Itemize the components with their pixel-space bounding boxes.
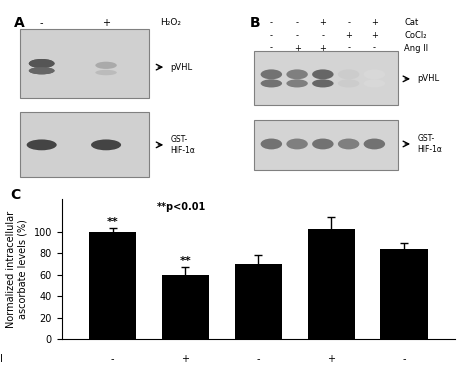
Text: H₂O₂: H₂O₂ [160,18,181,27]
Text: -: - [270,18,273,27]
Text: +: + [345,31,352,40]
Ellipse shape [338,138,359,149]
Bar [308,230,355,339]
Text: -: - [373,44,376,53]
Ellipse shape [286,79,308,87]
Ellipse shape [95,70,117,75]
Text: GST-
HIF-1α: GST- HIF-1α [417,134,442,154]
Text: -: - [402,354,406,364]
Text: +: + [294,44,301,53]
Text: +: + [327,354,335,364]
Text: +: + [319,44,326,53]
Ellipse shape [95,62,117,69]
Ellipse shape [286,69,308,79]
Ellipse shape [312,79,334,87]
Ellipse shape [29,59,55,68]
Text: -: - [270,44,273,53]
Text: Ang II: Ang II [404,44,428,53]
Ellipse shape [312,69,334,79]
Text: -: - [347,18,350,27]
Ellipse shape [29,67,55,75]
Ellipse shape [27,139,57,150]
Text: **p<0.01: **p<0.01 [156,202,206,212]
Ellipse shape [261,69,282,79]
Text: **: ** [180,256,191,266]
Ellipse shape [261,79,282,87]
Text: CoCl₂: CoCl₂ [404,31,427,40]
Ellipse shape [364,138,385,149]
Ellipse shape [364,69,385,79]
Text: GST-
HIF-1α: GST- HIF-1α [171,135,195,155]
Ellipse shape [338,69,359,79]
Text: C: C [10,188,21,202]
Text: +: + [182,354,190,364]
Text: -: - [296,18,299,27]
Ellipse shape [91,139,121,150]
Text: +: + [371,18,378,27]
Text: -: - [347,44,350,53]
FancyBboxPatch shape [20,112,149,177]
Bar [380,249,428,339]
Y-axis label: Normalized intracellular
ascorbate levels (%): Normalized intracellular ascorbate level… [6,211,28,328]
Text: -: - [40,18,44,28]
Ellipse shape [29,67,55,75]
FancyBboxPatch shape [254,51,398,105]
Text: B: B [250,17,261,31]
FancyBboxPatch shape [20,29,149,98]
Text: +: + [319,18,326,27]
Text: A: A [14,17,25,31]
Text: **: ** [107,217,118,227]
Text: Ang II: Ang II [0,354,3,364]
Bar [89,232,137,339]
Text: -: - [296,31,299,40]
Text: -: - [111,354,114,364]
Text: +: + [102,18,110,28]
FancyBboxPatch shape [254,120,398,170]
Text: -: - [256,354,260,364]
Ellipse shape [29,59,55,68]
Ellipse shape [312,138,334,149]
Text: -: - [270,31,273,40]
Text: -: - [321,31,324,40]
Ellipse shape [261,138,282,149]
Text: +: + [371,31,378,40]
Text: Cat: Cat [404,18,419,27]
Ellipse shape [364,79,385,87]
Bar [162,275,209,339]
Text: pVHL: pVHL [417,75,439,83]
Text: pVHL: pVHL [171,63,192,72]
Ellipse shape [286,138,308,149]
Bar [235,264,282,339]
Ellipse shape [338,79,359,87]
